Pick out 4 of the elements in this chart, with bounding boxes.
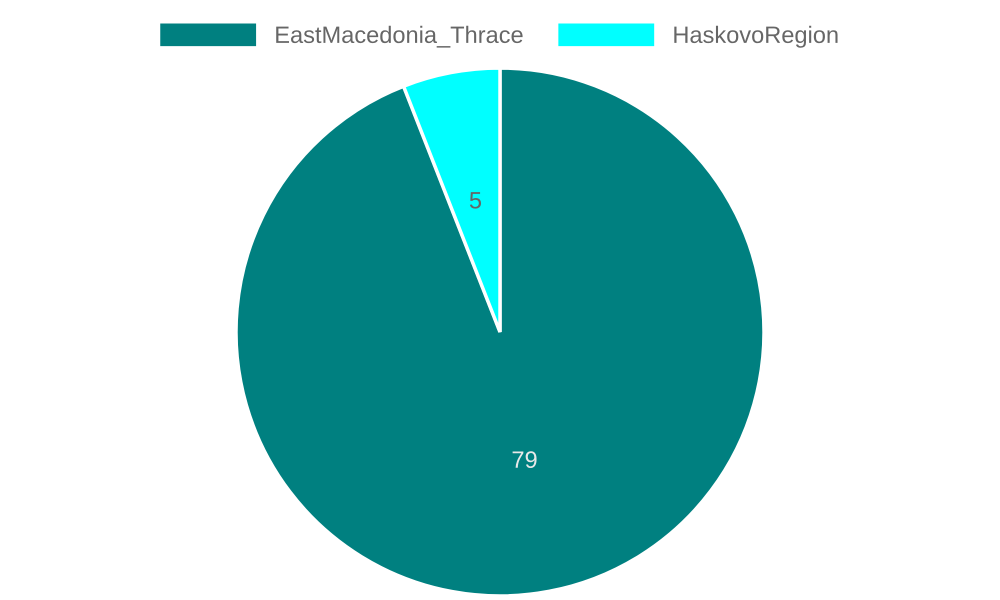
data-label: 79: [512, 451, 537, 468]
legend-label: EastMacedonia_Thrace: [276, 26, 523, 48]
data-label: 5: [470, 192, 482, 209]
legend-label: HaskovoRegion: [674, 26, 838, 48]
